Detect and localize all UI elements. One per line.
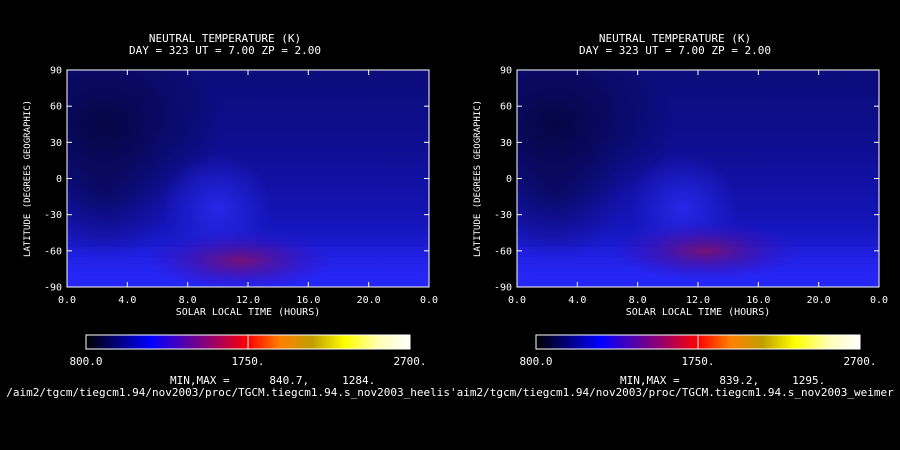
- x-tick-label: 16.0: [296, 295, 320, 306]
- file-path: /aim2/tgcm/tiegcm1.94/nov2003/proc/TGCM.…: [6, 386, 450, 399]
- file-path: 'aim2/tgcm/tiegcm1.94/nov2003/proc/TGCM.…: [450, 386, 894, 399]
- hot-region: [610, 220, 801, 281]
- chart-title: NEUTRAL TEMPERATURE (K): [148, 32, 302, 45]
- x-axis-label: SOLAR LOCAL TIME (HOURS): [176, 307, 321, 318]
- heatmap-plot-right: 0.0 4.0 8.0 12.0 16.0 20.0 0.0 90 60 30 0 -30 -60 -90…: [473, 66, 888, 369]
- x-tick-label: 4.0: [118, 295, 136, 306]
- y-tick-label: 30: [50, 138, 62, 149]
- y-tick-label: -90: [494, 283, 512, 294]
- x-tick-label: 8.0: [179, 295, 197, 306]
- x-axis-label: SOLAR LOCAL TIME (HOURS): [626, 307, 771, 318]
- cold-region-south: [67, 120, 175, 261]
- right-panel: NEUTRAL TEMPERATURE (K) DAY = 323 UT = 7…: [450, 0, 900, 450]
- heatmap-field: [67, 70, 429, 287]
- x-tick-label: 12.0: [236, 295, 260, 306]
- y-tick-label: -60: [494, 246, 512, 257]
- y-tick-label: -60: [44, 246, 62, 257]
- x-tick-label: 20.0: [807, 295, 831, 306]
- minmax-label: MIN,MAX = 839.2, 1295.: [620, 374, 826, 387]
- colorbar-mid-label: 1750.: [231, 355, 264, 368]
- y-tick-label: -90: [44, 283, 62, 294]
- colorbar-max-label: 2700.: [393, 355, 426, 368]
- x-tick-label: 16.0: [746, 295, 770, 306]
- y-tick-label: -30: [494, 210, 512, 221]
- chart-subtitle: DAY = 323 UT = 7.00 ZP = 2.00: [578, 44, 772, 57]
- x-tick-label: 8.0: [629, 295, 647, 306]
- heatmap-plot-left: 0.0 4.0 8.0 12.0 16.0 20.0 0.0 90 60 30 0 -30 -60 -90…: [23, 66, 438, 369]
- colorbar-min-label: 800.0: [69, 355, 102, 368]
- x-tick-label: 20.0: [357, 295, 381, 306]
- y-tick-label: 0: [506, 174, 512, 185]
- hot-region: [145, 230, 336, 287]
- x-tick-label: 0.0: [58, 295, 76, 306]
- y-axis-label: LATITUDE (DEGREES GEOGRAPHIC): [473, 100, 483, 257]
- y-tick-label: 0: [56, 174, 62, 185]
- chart-title: NEUTRAL TEMPERATURE (K): [598, 32, 752, 45]
- y-tick-label: 60: [50, 102, 62, 113]
- cold-region-south: [517, 120, 625, 261]
- colorbar-mid-label: 1750.: [681, 355, 714, 368]
- y-tick-label: 90: [500, 66, 512, 77]
- colorbar-min-label: 800.0: [519, 355, 552, 368]
- x-tick-label: 0.0: [420, 295, 438, 306]
- minmax-label: MIN,MAX = 840.7, 1284.: [170, 374, 376, 387]
- x-tick-label: 0.0: [508, 295, 526, 306]
- colorbar-max-label: 2700.: [843, 355, 876, 368]
- y-tick-label: 30: [500, 138, 512, 149]
- x-tick-label: 0.0: [870, 295, 888, 306]
- y-tick-label: -30: [44, 210, 62, 221]
- x-tick-label: 4.0: [568, 295, 586, 306]
- heatmap-field: [517, 70, 879, 287]
- y-tick-label: 60: [500, 102, 512, 113]
- y-tick-label: 90: [50, 66, 62, 77]
- y-axis-label: LATITUDE (DEGREES GEOGRAPHIC): [23, 100, 33, 257]
- chart-subtitle: DAY = 323 UT = 7.00 ZP = 2.00: [128, 44, 322, 57]
- x-tick-label: 12.0: [686, 295, 710, 306]
- left-panel: NEUTRAL TEMPERATURE (K) DAY = 323 UT = 7…: [6, 32, 450, 400]
